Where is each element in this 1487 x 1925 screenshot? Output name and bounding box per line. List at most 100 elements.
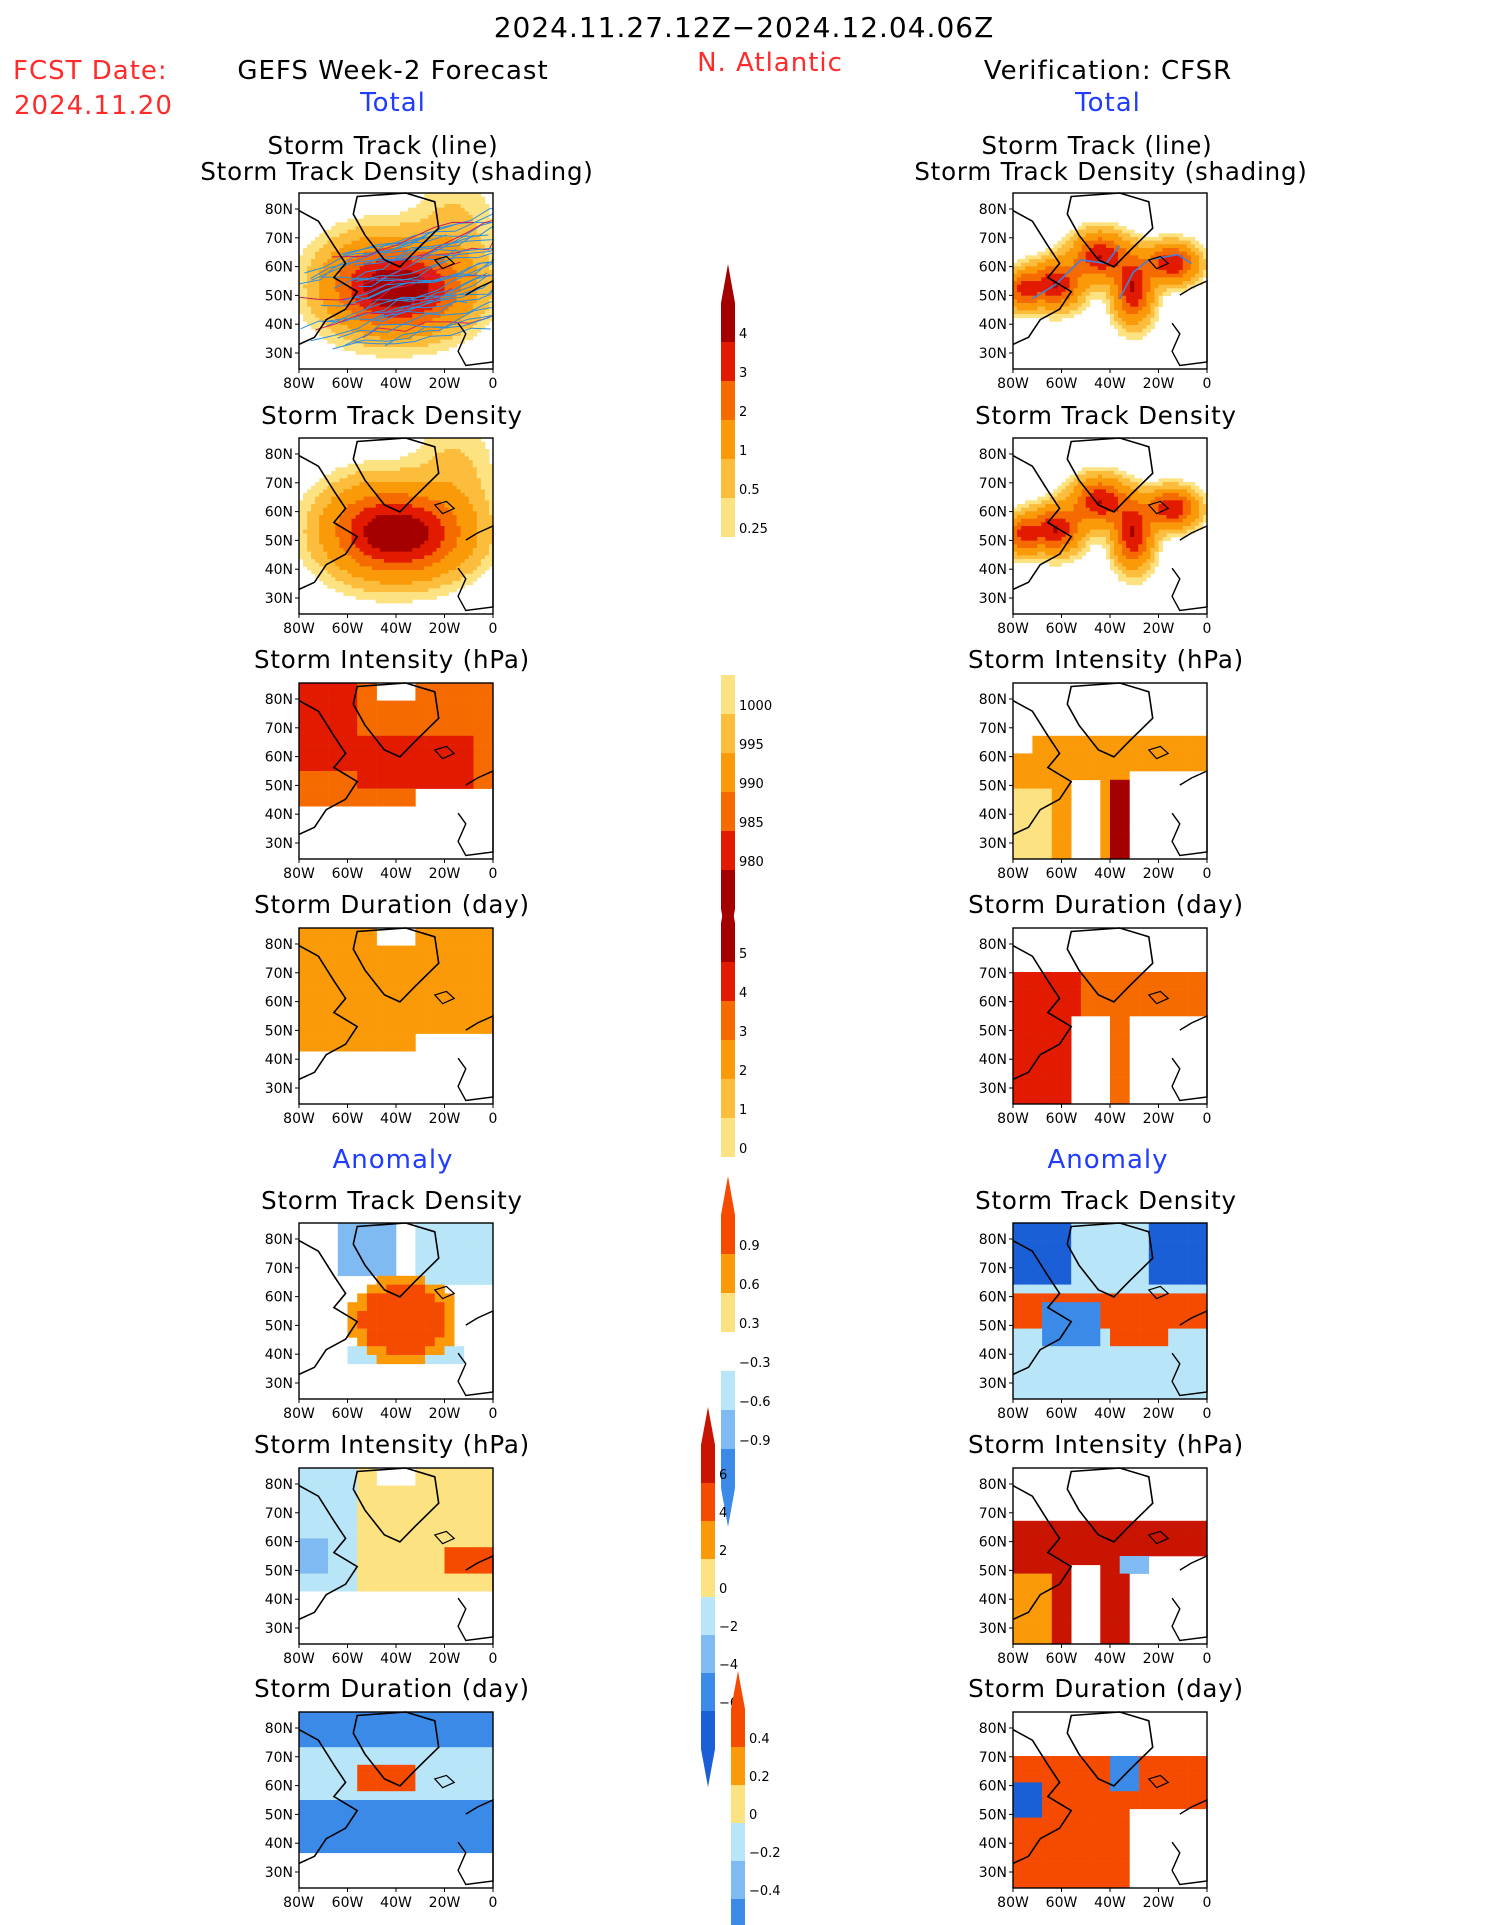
grid-cell bbox=[396, 1494, 406, 1504]
grid-cell bbox=[463, 1791, 474, 1801]
density-cell bbox=[387, 555, 393, 560]
grid-cell bbox=[444, 1844, 455, 1854]
density-cell bbox=[400, 292, 405, 297]
grid-cell bbox=[405, 1826, 416, 1836]
density-cell bbox=[339, 303, 344, 308]
density-cell bbox=[444, 314, 449, 319]
grid-cell bbox=[463, 691, 474, 701]
density-cell bbox=[343, 467, 348, 472]
density-cell bbox=[448, 529, 453, 534]
grid-cell bbox=[366, 1817, 377, 1827]
density-cell bbox=[323, 551, 328, 556]
density-cell bbox=[452, 281, 458, 286]
density-cell bbox=[375, 500, 381, 505]
density-cell bbox=[484, 485, 490, 490]
grid-cell bbox=[366, 1835, 377, 1845]
density-cell bbox=[339, 229, 344, 234]
density-cell bbox=[456, 200, 462, 205]
density-cell bbox=[339, 332, 344, 337]
density-cell bbox=[432, 588, 437, 593]
density-cell bbox=[476, 452, 482, 457]
density-cell bbox=[468, 270, 474, 275]
density-cell bbox=[335, 584, 340, 589]
grid-cell bbox=[308, 1800, 319, 1810]
density-cell bbox=[359, 347, 365, 352]
density-cell bbox=[476, 317, 482, 322]
density-cell bbox=[335, 562, 340, 567]
density-cell bbox=[488, 303, 494, 308]
grid-cell bbox=[483, 945, 494, 955]
density-cell bbox=[432, 317, 437, 322]
density-cell bbox=[464, 207, 470, 212]
density-cell bbox=[315, 522, 320, 527]
density-cell bbox=[440, 467, 445, 472]
lon-tick-label: 60W bbox=[332, 621, 364, 637]
density-cell bbox=[347, 581, 352, 586]
grid-cell bbox=[463, 1556, 474, 1566]
grid-cell bbox=[328, 771, 339, 781]
density-cell bbox=[327, 339, 332, 344]
density-cell bbox=[303, 266, 308, 271]
density-cell bbox=[335, 226, 340, 231]
density-cell bbox=[404, 284, 409, 289]
density-cell bbox=[476, 533, 482, 538]
grid-cell bbox=[376, 1538, 387, 1548]
lon-tick-label: 60W bbox=[332, 866, 364, 882]
density-cell bbox=[391, 467, 397, 472]
grid-cell bbox=[444, 1328, 455, 1338]
coastline-greenland bbox=[352, 1467, 440, 1543]
density-cell bbox=[400, 456, 405, 461]
density-cell bbox=[456, 584, 462, 589]
density-cell bbox=[424, 449, 429, 454]
density-cell bbox=[383, 255, 389, 260]
density-cell bbox=[363, 240, 369, 245]
grid-cell bbox=[483, 936, 494, 946]
density-cell bbox=[444, 452, 449, 457]
density-cell bbox=[480, 529, 486, 534]
density-cell bbox=[432, 533, 437, 538]
density-cell bbox=[420, 592, 425, 597]
density-cell bbox=[456, 317, 462, 322]
density-cell bbox=[379, 526, 385, 531]
density-cell bbox=[323, 581, 328, 586]
density-cell bbox=[355, 478, 361, 483]
density-cell bbox=[335, 244, 340, 249]
density-cell bbox=[375, 233, 381, 238]
density-cell bbox=[404, 555, 409, 560]
density-cell bbox=[472, 544, 478, 549]
density-cell bbox=[343, 284, 348, 289]
grid-cell bbox=[483, 1556, 494, 1566]
density-cell bbox=[420, 584, 425, 589]
density-cell bbox=[351, 244, 356, 249]
density-cell bbox=[420, 511, 425, 516]
coastline-greenland bbox=[352, 927, 440, 1003]
density-cell bbox=[408, 471, 413, 476]
density-cell bbox=[396, 540, 401, 545]
density-cell bbox=[424, 284, 429, 289]
grid-cell bbox=[386, 1556, 397, 1566]
density-cell bbox=[343, 592, 348, 597]
grid-cell bbox=[473, 691, 484, 701]
density-cell bbox=[327, 240, 332, 245]
grid-cell bbox=[347, 709, 358, 719]
density-cell bbox=[299, 306, 304, 311]
density-cell bbox=[396, 533, 401, 538]
grid-cell bbox=[366, 1564, 377, 1574]
density-cell bbox=[387, 347, 393, 352]
density-cell bbox=[359, 299, 365, 304]
density-cell bbox=[327, 310, 332, 315]
density-cell bbox=[476, 328, 482, 333]
density-cell bbox=[480, 570, 486, 575]
grid-cell bbox=[396, 1311, 406, 1321]
grid-cell bbox=[347, 1720, 358, 1730]
density-cell bbox=[375, 229, 381, 234]
grid-cell bbox=[425, 735, 436, 745]
density-cell bbox=[383, 270, 389, 275]
density-cell bbox=[416, 207, 421, 212]
grid-cell bbox=[396, 1564, 406, 1574]
density-cell bbox=[351, 463, 356, 468]
grid-cell bbox=[347, 1547, 358, 1557]
grid-cell bbox=[308, 1826, 319, 1836]
density-cell bbox=[424, 200, 429, 205]
density-cell bbox=[383, 292, 389, 297]
